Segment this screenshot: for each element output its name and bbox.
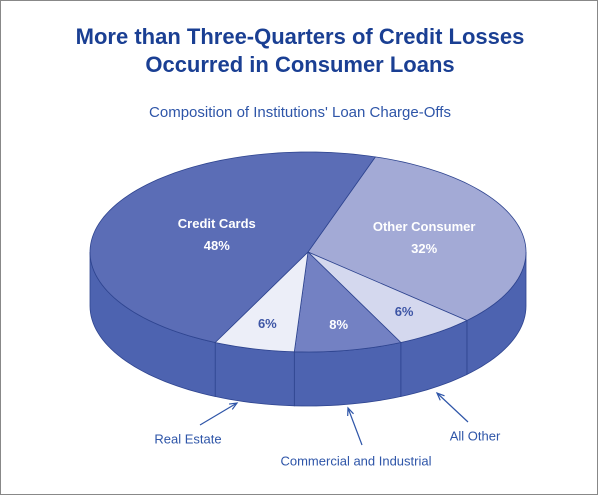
slice: [214, 250, 309, 353]
slice-side: [214, 341, 295, 407]
value-label: 6%: [258, 316, 277, 331]
slice: [293, 251, 402, 353]
category-label: Real Estate: [154, 431, 221, 446]
chart-title: More than Three-Quarters of Credit Losse…: [76, 24, 525, 49]
chart-subtitle: Composition of Institutions' Loan Charge…: [149, 104, 451, 121]
category-label: Other Consumer: [373, 219, 476, 234]
category-label: Commercial and Industrial: [280, 453, 431, 468]
arrow: [347, 407, 363, 446]
value-label: 6%: [395, 304, 414, 319]
arrow-head: [347, 406, 354, 417]
category-label: All Other: [450, 428, 501, 443]
category-label: Credit Cards: [178, 216, 256, 231]
arrow-head: [228, 402, 239, 410]
arrow: [199, 402, 238, 426]
chart-title: Occurred in Consumer Loans: [145, 52, 454, 77]
value-label: 8%: [329, 317, 348, 332]
value-label: 32%: [411, 241, 437, 256]
slice: [307, 251, 468, 343]
arrow-head: [435, 391, 445, 401]
arrow: [436, 392, 469, 423]
slice: [89, 151, 377, 343]
slice: [307, 156, 527, 321]
value-label: 48%: [204, 238, 230, 253]
